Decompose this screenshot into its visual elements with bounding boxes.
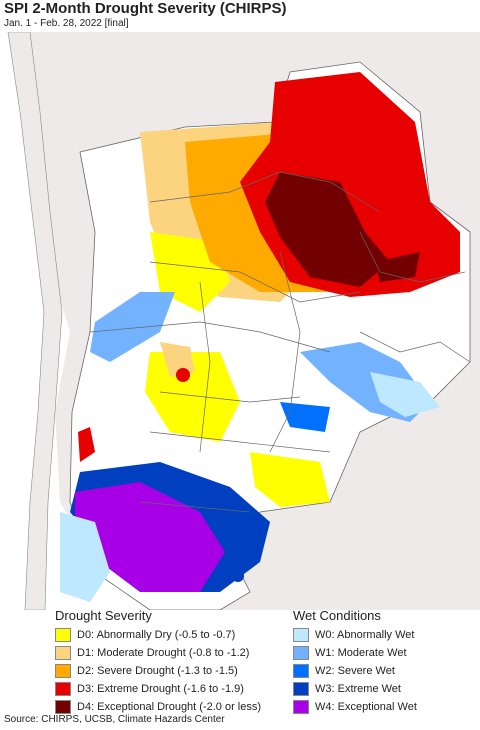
wet-swatch — [293, 699, 309, 714]
wet-legend-label: W2: Severe Wet — [315, 664, 395, 677]
drought-legend: D0: Abnormally Dry (-0.5 to -0.7) D1: Mod… — [55, 626, 261, 716]
zone-w3-east — [232, 570, 244, 582]
drought-legend-item: D4: Exceptional Drought (-2.0 or less) — [55, 698, 261, 715]
drought-legend-label: D1: Moderate Drought (-0.8 to -1.2) — [77, 646, 250, 659]
wet-legend-item: W0: Abnormally Wet — [293, 626, 417, 643]
drought-legend-label: D3: Extreme Drought (-1.6 to -1.9) — [77, 682, 244, 695]
map-title: SPI 2-Month Drought Severity (CHIRPS) — [4, 0, 287, 17]
wet-legend-heading: Wet Conditions — [293, 608, 381, 623]
drought-swatch — [55, 627, 71, 642]
drought-legend-heading: Drought Severity — [55, 608, 152, 623]
wet-legend-label: W1: Moderate Wet — [315, 646, 407, 659]
wet-legend-label: W0: Abnormally Wet — [315, 628, 415, 641]
zone-w0-south — [60, 512, 110, 602]
zone-d4-east — [375, 252, 420, 282]
zone-w0-east — [370, 372, 440, 417]
zone-d1-center — [160, 342, 195, 377]
drought-swatch — [55, 681, 71, 696]
wet-legend-item: W4: Exceptional Wet — [293, 698, 417, 715]
wet-swatch — [293, 681, 309, 696]
wet-legend-item: W1: Moderate Wet — [293, 644, 417, 661]
source-note: Source: CHIRPS, UCSB, Climate Hazards Ce… — [4, 714, 225, 725]
wet-legend-item: W2: Severe Wet — [293, 662, 417, 679]
drought-legend-label: D0: Abnormally Dry (-0.5 to -0.7) — [77, 628, 236, 641]
chile-land — [7, 32, 63, 610]
wet-legend-label: W3: Extreme Wet — [315, 682, 401, 695]
drought-swatch — [55, 699, 71, 714]
zone-w4-south — [75, 482, 225, 592]
drought-legend-item: D1: Moderate Drought (-0.8 to -1.2) — [55, 644, 261, 661]
zone-w2-center — [280, 402, 330, 432]
zone-d4-main — [265, 172, 390, 287]
drought-legend-item: D3: Extreme Drought (-1.6 to -1.9) — [55, 680, 261, 697]
zone-d3-spot — [176, 368, 190, 382]
drought-map — [0, 32, 480, 610]
drought-legend-label: D2: Severe Drought (-1.3 to -1.5) — [77, 664, 238, 677]
zone-d0-south — [250, 452, 330, 507]
wet-legend-item: W3: Extreme Wet — [293, 680, 417, 697]
zone-w1-west — [90, 292, 175, 362]
zone-d0-center — [145, 352, 240, 442]
wet-legend-label: W4: Exceptional Wet — [315, 700, 417, 713]
drought-legend-label: D4: Exceptional Drought (-2.0 or less) — [77, 700, 262, 713]
drought-legend-item: D2: Severe Drought (-1.3 to -1.5) — [55, 662, 261, 679]
boundaries — [89, 171, 471, 513]
wet-legend: W0: Abnormally Wet W1: Moderate Wet W2: Se… — [293, 626, 417, 716]
zone-d3-andes — [78, 427, 95, 462]
wet-swatch — [293, 627, 309, 642]
drought-swatch — [55, 645, 71, 660]
wet-swatch — [293, 663, 309, 678]
drought-swatch — [55, 663, 71, 678]
wet-swatch — [293, 645, 309, 660]
map-subtitle: Jan. 1 - Feb. 28, 2022 [final] — [4, 18, 129, 29]
drought-legend-item: D0: Abnormally Dry (-0.5 to -0.7) — [55, 626, 261, 643]
